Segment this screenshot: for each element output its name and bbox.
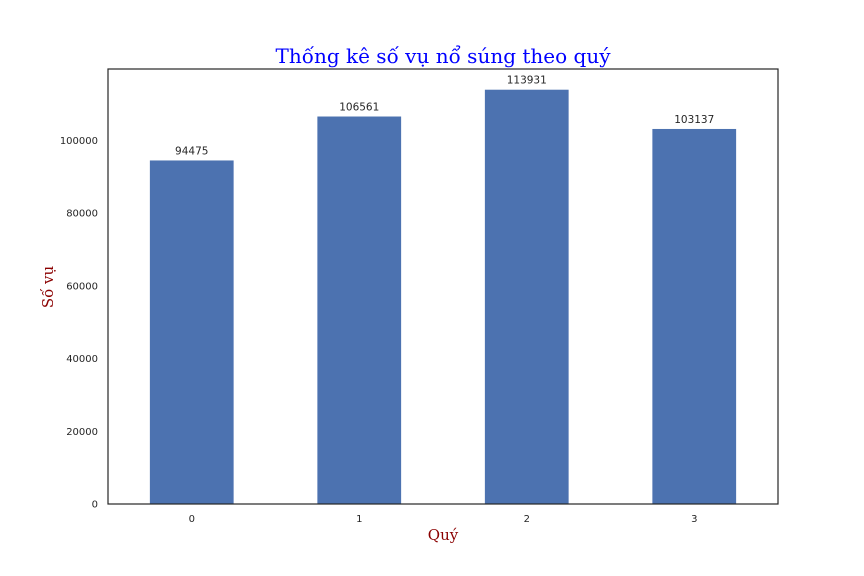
y-axis-label: Số vụ: [39, 265, 57, 308]
x-axis-ticks: 0 1 2 3: [189, 514, 698, 525]
chart-title: Thống kê số vụ nổ súng theo quý: [276, 44, 612, 68]
y-tick-label: 0: [92, 500, 98, 511]
y-tick-label: 20000: [66, 427, 98, 438]
y-tick-label: 100000: [60, 136, 98, 147]
y-tick-label: 60000: [66, 281, 98, 292]
bar-value-label: 113931: [507, 75, 547, 87]
bar-value-label: 94475: [175, 145, 208, 157]
x-tick-label: 3: [691, 514, 697, 525]
x-tick-label: 2: [524, 514, 530, 525]
plot-area: 94475 106561 113931 103137: [107, 68, 779, 505]
bar: [317, 116, 402, 504]
bar: [652, 128, 737, 504]
y-tick-label: 40000: [66, 354, 98, 365]
bar: [149, 160, 234, 505]
y-axis-ticks: 0 20000 40000 60000 80000 100000: [60, 136, 98, 511]
bar: [484, 89, 569, 505]
x-tick-label: 0: [189, 514, 195, 525]
bar-value-label: 103137: [674, 114, 714, 126]
y-tick-label: 80000: [66, 209, 98, 220]
x-tick-label: 1: [356, 514, 362, 525]
bar-value-label: 106561: [339, 102, 379, 114]
plot-frame: [107, 68, 779, 505]
bars: [149, 89, 737, 505]
x-axis-label: Quý: [428, 526, 459, 544]
data-labels: 94475 106561 113931 103137: [175, 75, 714, 158]
